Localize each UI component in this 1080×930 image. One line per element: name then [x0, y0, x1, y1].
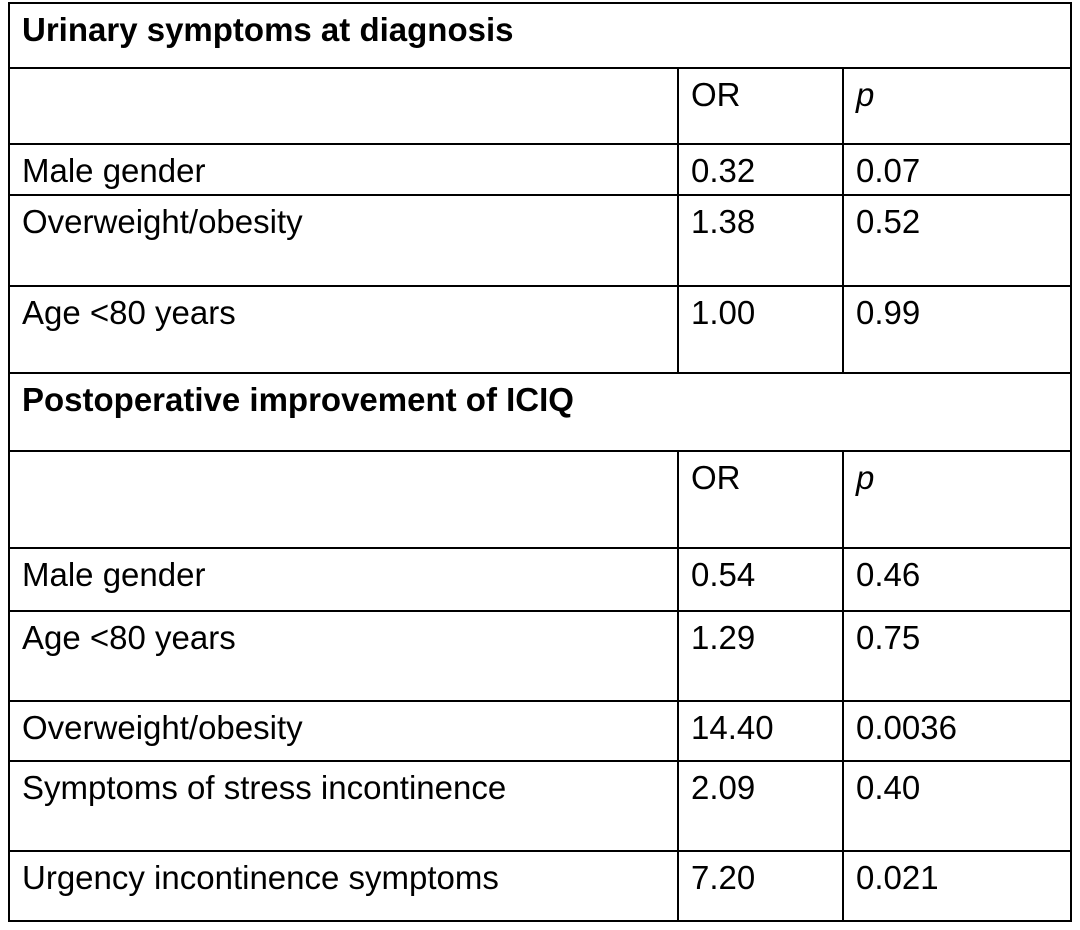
row-label: Overweight/obesity	[8, 700, 679, 762]
value-cell: 0.32	[677, 143, 844, 196]
value-cell: 1.29	[677, 610, 844, 702]
table-row: Age <80 years 1.00 0.99	[8, 285, 1073, 374]
table-row: Urinary symptoms at diagnosis	[7, 2, 1073, 69]
table-row: Urgency incontinence symptoms 7.20 0.021	[8, 850, 1073, 922]
value-cell: 1.38	[677, 194, 844, 287]
table-row: Symptoms of stress incontinence 2.09 0.40	[8, 760, 1073, 852]
value-cell: 1.00	[677, 285, 844, 374]
table-row: OR p	[8, 450, 1073, 549]
row-label: Overweight/obesity	[8, 194, 679, 287]
table-row: Overweight/obesity 1.38 0.52	[8, 194, 1073, 287]
row-label: Age <80 years	[8, 610, 679, 702]
value-cell: 0.54	[677, 547, 844, 612]
header-cell: OR	[677, 450, 844, 549]
row-label: Symptoms of stress incontinence	[8, 760, 679, 852]
section-title: Urinary symptoms at diagnosis	[7, 2, 1073, 69]
results-table: Urinary symptoms at diagnosis OR p Male gen…	[7, 2, 1073, 922]
value-cell: 2.09	[677, 760, 844, 852]
value-cell: 0.0036	[841, 700, 1073, 762]
header-cell	[8, 67, 679, 145]
value-cell: 0.40	[841, 760, 1073, 852]
table-row: Male gender 0.32 0.07	[8, 143, 1073, 196]
value-cell: 14.40	[677, 700, 844, 762]
header-cell: OR	[677, 67, 844, 145]
header-cell: p	[841, 67, 1073, 145]
value-cell: 0.52	[841, 194, 1073, 287]
table-row: Overweight/obesity 14.40 0.0036	[8, 700, 1073, 762]
header-cell: p	[841, 450, 1073, 549]
value-cell: 0.021	[841, 850, 1073, 922]
table-row: Age <80 years 1.29 0.75	[8, 610, 1073, 702]
value-cell: 0.46	[841, 547, 1073, 612]
row-label: Urgency incontinence symptoms	[8, 850, 679, 922]
table-row: Postoperative improvement of ICIQ	[7, 372, 1073, 452]
header-cell	[8, 450, 679, 549]
value-cell: 7.20	[677, 850, 844, 922]
table-row: Male gender 0.54 0.46	[8, 547, 1073, 612]
value-cell: 0.75	[841, 610, 1073, 702]
section-title: Postoperative improvement of ICIQ	[7, 372, 1073, 452]
table-row: OR p	[8, 67, 1073, 145]
value-cell: 0.07	[841, 143, 1073, 196]
row-label: Male gender	[8, 143, 679, 196]
row-label: Male gender	[8, 547, 679, 612]
value-cell: 0.99	[841, 285, 1073, 374]
row-label: Age <80 years	[8, 285, 679, 374]
